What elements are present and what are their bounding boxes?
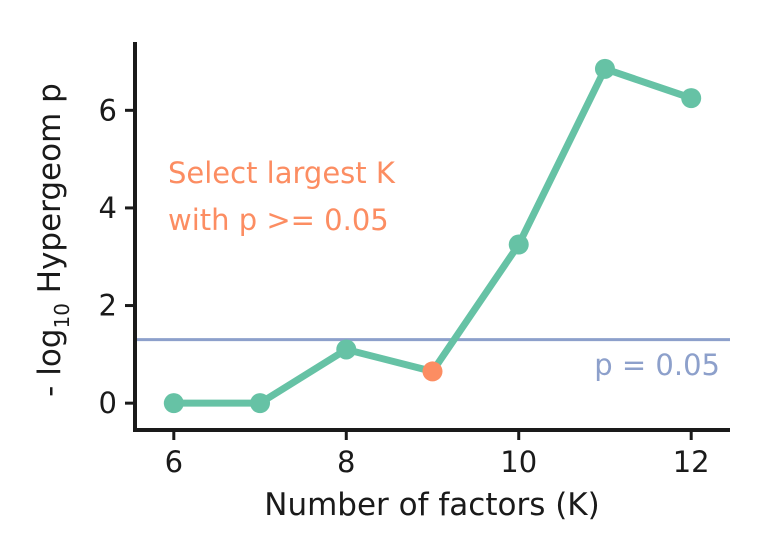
- y-tick-label: 6: [99, 93, 117, 127]
- x-tick-label: 8: [337, 445, 355, 479]
- x-ticks: 6 8 10 12: [165, 430, 710, 479]
- y-tick-label: 4: [99, 191, 117, 225]
- annotation-line-1: Select largest K: [168, 156, 396, 190]
- data-point: [681, 88, 702, 109]
- y-tick-label: 2: [99, 289, 117, 323]
- data-point: [508, 234, 529, 255]
- y-tick-label: 0: [99, 386, 117, 420]
- x-tick-label: 12: [673, 445, 710, 479]
- data-point: [594, 58, 615, 79]
- y-ticks: 0 2 4 6: [99, 93, 135, 420]
- plot-area: [135, 58, 730, 414]
- x-axis-title: Number of factors (K): [264, 487, 599, 523]
- x-tick-label: 10: [500, 445, 537, 479]
- data-point: [250, 393, 271, 414]
- y-axis-title-suffix: Hypergeom p: [32, 83, 68, 303]
- annotation-line-2: with p >= 0.05: [168, 203, 389, 237]
- reference-line-label: p = 0.05: [594, 348, 720, 382]
- data-point: [336, 339, 357, 360]
- data-point: [163, 393, 184, 414]
- y-axis-title-subscript: 10: [50, 303, 74, 328]
- y-axis-title-prefix: - log: [32, 329, 68, 397]
- highlight-point: [422, 361, 443, 382]
- y-axis-title: - log10 Hypergeom p: [32, 83, 74, 397]
- x-tick-label: 6: [165, 445, 183, 479]
